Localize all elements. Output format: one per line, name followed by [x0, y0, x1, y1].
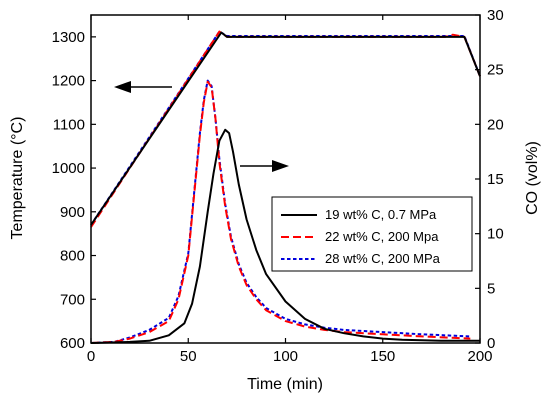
left-y-tick-label-0: 600	[60, 335, 85, 352]
right-y-tick-label-3: 15	[487, 171, 504, 188]
right-y-tick-label-5: 25	[487, 62, 504, 79]
left-y-tick-label-1: 700	[60, 291, 85, 308]
right-y-tick-label-2: 10	[487, 226, 504, 243]
right-y-tick-label-4: 20	[487, 116, 504, 133]
right-y-tick-label-6: 30	[487, 7, 504, 24]
right-y-axis: 0 5 10 15 20 25 30	[475, 7, 504, 352]
plot-frame	[90, 14, 481, 344]
x-tick-label-0: 0	[87, 348, 95, 365]
left-y-tick-label-6: 1200	[52, 73, 85, 90]
legend-label-series-2: 22 wt% C, 200 Mpa	[325, 229, 439, 244]
legend-label-series-1: 19 wt% C, 0.7 MPa	[325, 207, 437, 222]
co-line-series-2	[90, 80, 471, 344]
left-y-tick-label-3: 900	[60, 204, 85, 221]
right-y-axis-label: CO (vol%)	[524, 141, 541, 215]
left-y-tick-label-4: 1000	[52, 160, 85, 177]
co-line-series-1	[90, 128, 480, 344]
x-axis-label: Time (min)	[247, 376, 323, 393]
x-tick-label-2: 100	[273, 348, 298, 365]
left-y-tick-label-5: 1100	[53, 116, 85, 133]
left-y-axis-label: Temperature (°C)	[9, 117, 26, 240]
co-axis-arrow	[240, 160, 289, 172]
legend-label-series-3: 28 wt% C, 200 MPa	[325, 251, 441, 266]
legend: 19 wt% C, 0.7 MPa 22 wt% C, 200 Mpa 28 w…	[271, 196, 473, 272]
right-y-tick-label-0: 0	[487, 335, 495, 352]
right-y-tick-label-1: 5	[487, 280, 495, 297]
temperature-line-series-1	[90, 31, 481, 226]
x-axis: 0 50 100 150 200	[87, 15, 493, 365]
x-tick-label-3: 150	[370, 348, 395, 365]
x-tick-label-4: 200	[467, 348, 492, 365]
temperature-line-series-3	[90, 30, 481, 226]
left-y-tick-label-7: 1300	[52, 29, 85, 46]
temperature-axis-arrow	[114, 81, 172, 93]
left-y-axis: 600 700 800 900 1000 1100 1200 1300	[52, 29, 96, 352]
left-y-tick-label-2: 800	[60, 248, 85, 265]
x-tick-label-1: 50	[180, 348, 197, 365]
plot-area	[90, 30, 481, 344]
